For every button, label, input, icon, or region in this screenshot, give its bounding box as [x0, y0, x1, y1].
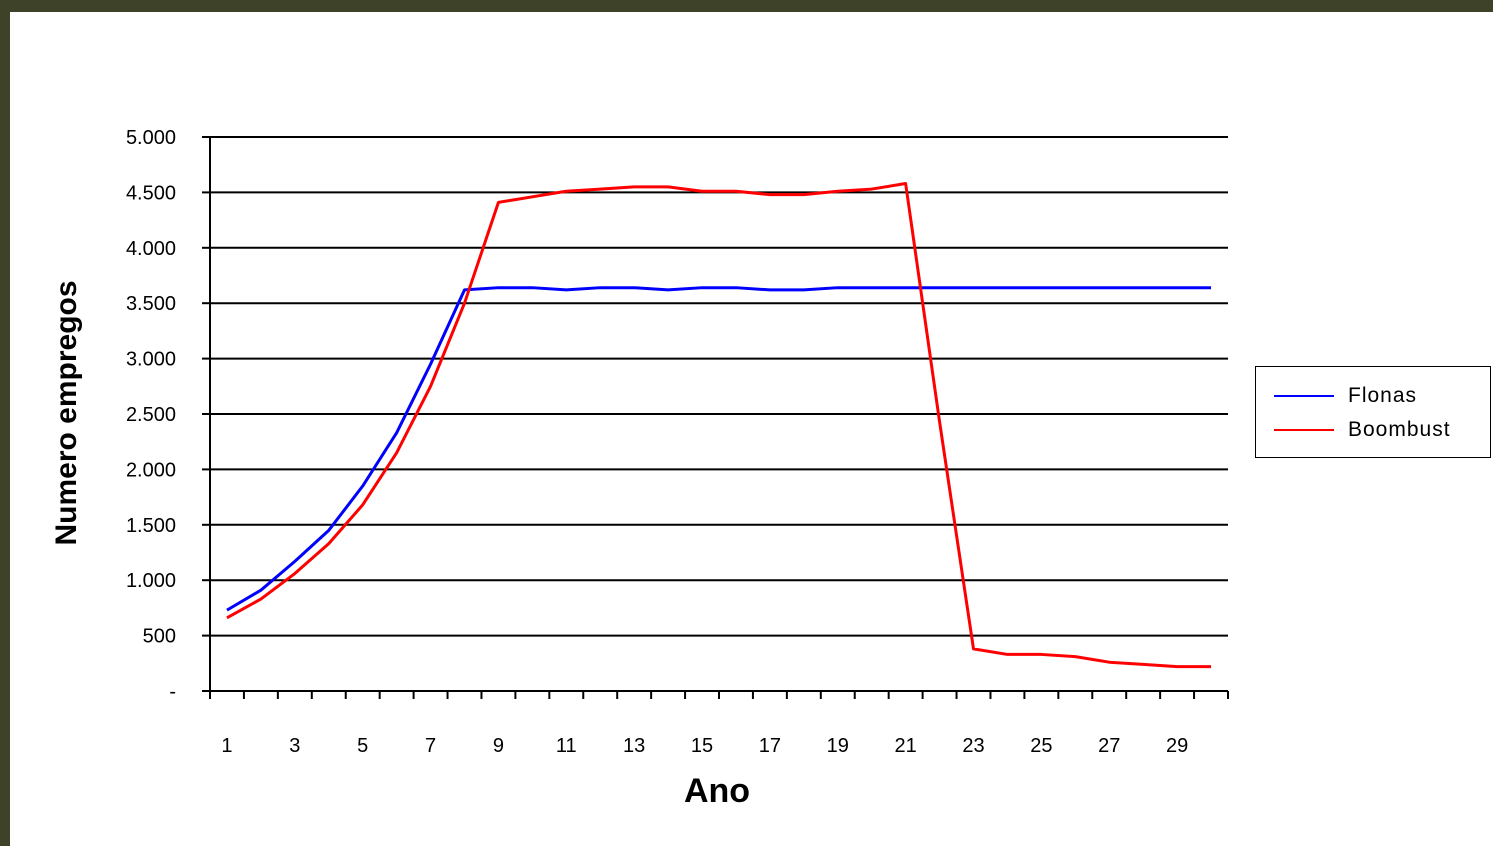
- x-tick-label-23: 23: [962, 735, 984, 757]
- y-axis-title: Numero empregos: [50, 280, 83, 545]
- x-tick-label-17: 17: [759, 735, 781, 757]
- legend: Flonas Boombust: [1255, 366, 1491, 458]
- x-tick-label-25: 25: [1030, 735, 1052, 757]
- x-tick-label-29: 29: [1166, 735, 1188, 757]
- y-tick-label-7: 3.500: [126, 293, 176, 315]
- legend-item-boombust: Boombust: [1274, 415, 1451, 445]
- y-tick-label-10: 5.000: [126, 127, 176, 149]
- x-tick-label-3: 3: [289, 735, 300, 757]
- x-tick-label-21: 21: [895, 735, 917, 757]
- y-tick-label-2: 1.000: [126, 570, 176, 592]
- series-line-flonas: [226, 286, 1212, 612]
- line-chart: - 500 1.000 1.500 2.000 2.500 3.000 3.500 4.000 4…: [50, 127, 1229, 810]
- x-tick-label-9: 9: [493, 735, 504, 757]
- x-tick-label-13: 13: [623, 735, 645, 757]
- y-tick-label-4: 2.000: [126, 459, 176, 481]
- x-tick-label-19: 19: [827, 735, 849, 757]
- x-axis-title: Ano: [684, 772, 750, 810]
- y-tick-label-6: 3.000: [126, 349, 176, 371]
- x-tick-label-7: 7: [425, 735, 436, 757]
- legend-item-flonas: Flonas: [1274, 381, 1417, 411]
- x-tick-label-15: 15: [691, 735, 713, 757]
- legend-label-flonas: Flonas: [1348, 384, 1418, 407]
- x-tick-label-11: 11: [556, 735, 577, 757]
- y-tick-label-8: 4.000: [126, 238, 176, 260]
- legend-swatch-boombust: [1274, 429, 1334, 431]
- x-tick-label-1: 1: [221, 735, 232, 757]
- y-tick-label-3: 1.500: [126, 515, 176, 537]
- x-tick-label-27: 27: [1098, 735, 1120, 757]
- y-tick-label-1: 500: [143, 626, 176, 648]
- y-tick-label-5: 2.500: [126, 404, 176, 426]
- series-line-boombust: [226, 182, 1212, 669]
- legend-label-boombust: Boombust: [1348, 418, 1451, 441]
- x-tick-label-5: 5: [357, 735, 368, 757]
- y-tick-label-0: -: [169, 681, 176, 703]
- legend-swatch-flonas: [1274, 395, 1334, 397]
- y-tick-label-9: 4.500: [126, 182, 176, 204]
- chart-frame: - 500 1.000 1.500 2.000 2.500 3.000 3.500 4.000 4…: [10, 12, 1493, 846]
